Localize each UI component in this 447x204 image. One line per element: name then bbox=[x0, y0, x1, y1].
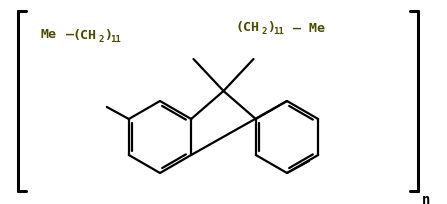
Text: 2: 2 bbox=[98, 34, 103, 43]
Text: Me: Me bbox=[40, 28, 56, 41]
Text: 2: 2 bbox=[261, 27, 266, 36]
Text: ): ) bbox=[267, 21, 275, 34]
Text: 11: 11 bbox=[273, 27, 284, 36]
Text: — Me: — Me bbox=[285, 21, 325, 34]
Text: ): ) bbox=[104, 28, 112, 41]
Text: —: — bbox=[58, 28, 82, 41]
Text: (CH: (CH bbox=[72, 28, 96, 41]
Text: (CH: (CH bbox=[235, 21, 259, 34]
Text: n: n bbox=[422, 192, 430, 204]
Text: 11: 11 bbox=[110, 34, 121, 43]
